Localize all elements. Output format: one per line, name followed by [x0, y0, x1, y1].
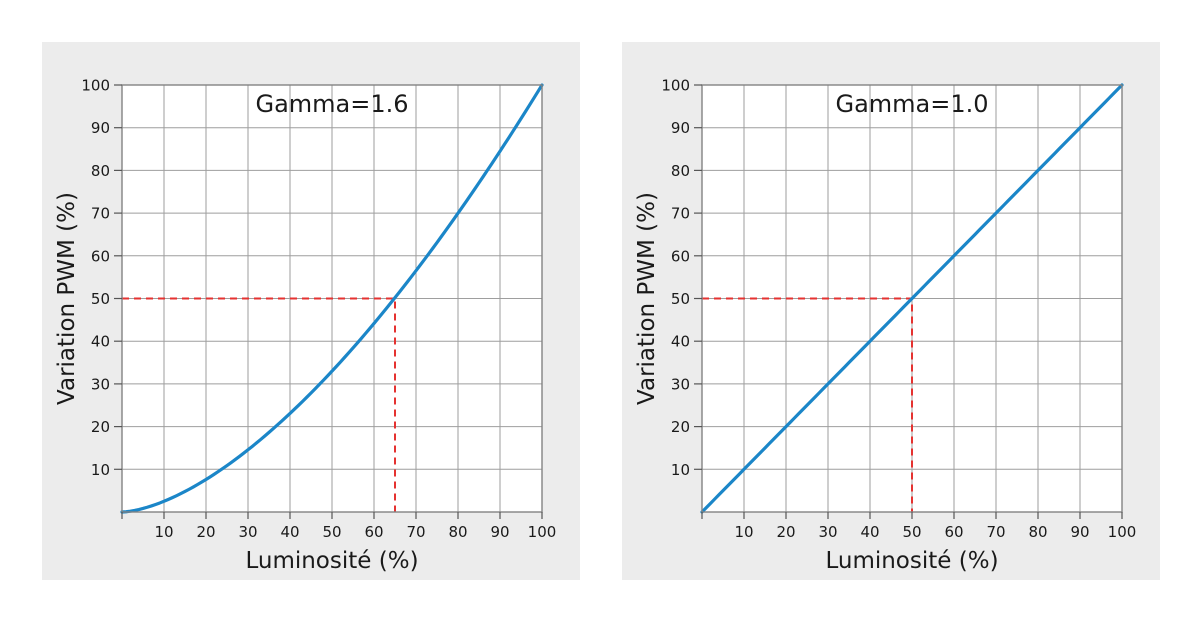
chart-title: Gamma=1.0	[835, 90, 988, 118]
y-tick-label: 30	[91, 375, 110, 393]
y-tick-label: 90	[671, 119, 690, 137]
data-curve	[700, 83, 1124, 514]
y-tick-label: 60	[671, 247, 690, 265]
x-tick-label: 50	[902, 523, 921, 541]
x-tick-label: 50	[322, 523, 341, 541]
reference-dashed-line	[122, 297, 396, 512]
gamma-1-0-chart: 10 20 30 40 50 60 70 80 90 100 10 20 30 40 50 60 70 80 90 1…	[634, 77, 1137, 575]
y-tick-label: 80	[671, 162, 690, 180]
gamma-1-6-chart: 10 20 30 40 50 60 70 80 90 100 10 20 30 40 50 60 70 80 90 1…	[54, 77, 557, 575]
x-tick-label: 90	[490, 523, 509, 541]
x-tick-label: 70	[986, 523, 1005, 541]
y-tick-label: 70	[671, 205, 690, 223]
y-tick-label: 60	[91, 247, 110, 265]
y-tick-label: 20	[91, 418, 110, 436]
y-tick-label: 40	[671, 333, 690, 351]
x-tick-label: 10	[734, 523, 753, 541]
x-tick-label: 100	[528, 523, 557, 541]
chart-title: Gamma=1.6	[255, 90, 408, 118]
x-tick-label: 80	[448, 523, 467, 541]
y-axis-label: Variation PWM (%)	[54, 192, 80, 405]
x-tick-label: 70	[406, 523, 425, 541]
data-curve	[120, 83, 544, 514]
x-tick-label: 80	[1028, 523, 1047, 541]
y-tick-label: 100	[661, 77, 690, 95]
x-tick-label: 30	[238, 523, 257, 541]
y-axis-label: Variation PWM (%)	[634, 192, 660, 405]
y-tick-label: 50	[91, 290, 110, 308]
y-tick-label: 30	[671, 375, 690, 393]
y-tick-label: 70	[91, 205, 110, 223]
x-tick-label: 100	[1108, 523, 1137, 541]
y-tick-label: 50	[671, 290, 690, 308]
y-tick-label: 90	[91, 119, 110, 137]
x-tick-label: 40	[280, 523, 299, 541]
y-tick-label: 10	[671, 461, 690, 479]
x-tick-label: 40	[860, 523, 879, 541]
x-tick-label: 60	[944, 523, 963, 541]
x-tick-label: 90	[1070, 523, 1089, 541]
y-tick-label: 10	[91, 461, 110, 479]
x-tick-label: 20	[196, 523, 215, 541]
y-tick-label: 20	[671, 418, 690, 436]
x-tick-label: 60	[364, 523, 383, 541]
y-tick-label: 40	[91, 333, 110, 351]
x-tick-label: 20	[776, 523, 795, 541]
x-axis-label: Luminosité (%)	[825, 548, 998, 574]
y-tick-label: 100	[81, 77, 110, 95]
y-tick-label: 80	[91, 162, 110, 180]
x-axis-label: Luminosité (%)	[245, 548, 418, 574]
x-tick-label: 30	[818, 523, 837, 541]
x-tick-label: 10	[154, 523, 173, 541]
gamma-1-6-chart-panel: 10 20 30 40 50 60 70 80 90 100 10 20 30 40 50 60 70 80 90 1…	[42, 42, 580, 580]
gamma-1-0-chart-panel: 10 20 30 40 50 60 70 80 90 100 10 20 30 40 50 60 70 80 90 1…	[622, 42, 1160, 580]
